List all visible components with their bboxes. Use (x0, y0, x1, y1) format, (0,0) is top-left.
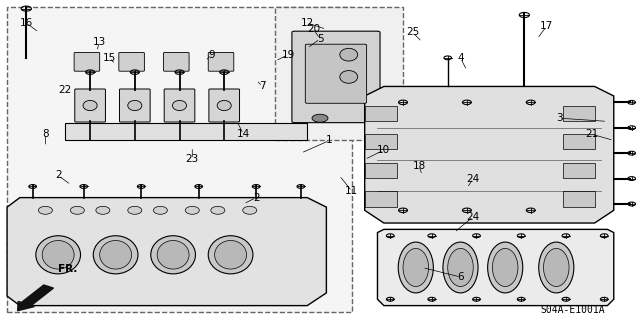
Ellipse shape (128, 206, 142, 214)
Ellipse shape (340, 70, 358, 83)
Text: 20: 20 (307, 24, 320, 34)
Ellipse shape (36, 236, 81, 274)
Text: 10: 10 (378, 145, 390, 155)
Ellipse shape (93, 236, 138, 274)
Text: 24: 24 (467, 212, 480, 222)
Polygon shape (378, 229, 614, 306)
Ellipse shape (443, 242, 478, 293)
Text: 16: 16 (20, 18, 33, 28)
Bar (365, 106, 397, 121)
Ellipse shape (211, 206, 225, 214)
Text: 17: 17 (540, 21, 554, 31)
Text: 3: 3 (556, 113, 563, 123)
Ellipse shape (151, 236, 195, 274)
Text: 25: 25 (406, 27, 419, 37)
Ellipse shape (340, 48, 358, 61)
Ellipse shape (128, 100, 142, 111)
FancyBboxPatch shape (7, 7, 352, 312)
FancyBboxPatch shape (120, 89, 150, 122)
Text: 21: 21 (585, 129, 598, 139)
Polygon shape (365, 86, 614, 223)
Text: 6: 6 (457, 272, 464, 282)
Ellipse shape (38, 206, 52, 214)
FancyBboxPatch shape (275, 7, 403, 140)
FancyBboxPatch shape (209, 89, 239, 122)
Text: 12: 12 (301, 18, 314, 28)
Ellipse shape (448, 249, 473, 286)
Bar (563, 106, 595, 121)
Text: 2: 2 (253, 193, 259, 203)
Text: 14: 14 (237, 129, 250, 139)
Bar (365, 134, 397, 149)
Ellipse shape (243, 206, 257, 214)
Ellipse shape (217, 100, 231, 111)
Ellipse shape (42, 241, 74, 269)
Bar (365, 191, 397, 206)
Ellipse shape (214, 241, 246, 269)
Text: 22: 22 (58, 85, 71, 95)
Bar (65, 123, 307, 140)
Ellipse shape (154, 206, 168, 214)
Text: 23: 23 (186, 154, 199, 165)
Text: 2: 2 (55, 170, 61, 180)
Text: 15: 15 (102, 53, 116, 63)
Text: 13: 13 (93, 37, 106, 47)
Ellipse shape (539, 242, 574, 293)
FancyBboxPatch shape (164, 89, 195, 122)
Ellipse shape (488, 242, 523, 293)
Ellipse shape (543, 249, 569, 286)
Ellipse shape (157, 241, 189, 269)
Text: 24: 24 (467, 174, 480, 183)
FancyBboxPatch shape (292, 31, 380, 123)
Text: 4: 4 (457, 53, 464, 63)
Bar (563, 163, 595, 178)
FancyBboxPatch shape (74, 52, 100, 71)
Ellipse shape (100, 241, 132, 269)
Bar (563, 191, 595, 206)
Text: 9: 9 (208, 50, 215, 60)
Ellipse shape (185, 206, 199, 214)
Text: S04A-E1001A: S04A-E1001A (540, 305, 605, 315)
FancyBboxPatch shape (208, 52, 234, 71)
Ellipse shape (492, 249, 518, 286)
Text: 1: 1 (326, 136, 333, 145)
FancyBboxPatch shape (75, 89, 106, 122)
Ellipse shape (312, 114, 328, 122)
Text: 7: 7 (259, 81, 266, 92)
Text: 11: 11 (346, 186, 358, 196)
Ellipse shape (96, 206, 110, 214)
FancyBboxPatch shape (119, 52, 145, 71)
Ellipse shape (83, 100, 97, 111)
FancyBboxPatch shape (305, 44, 367, 103)
Ellipse shape (208, 236, 253, 274)
Text: 18: 18 (412, 161, 426, 171)
Ellipse shape (173, 100, 186, 111)
FancyArrow shape (18, 285, 53, 311)
Text: FR.: FR. (58, 264, 77, 274)
Bar (365, 163, 397, 178)
Ellipse shape (70, 206, 84, 214)
Text: 8: 8 (42, 129, 49, 139)
FancyBboxPatch shape (164, 52, 189, 71)
Bar (563, 134, 595, 149)
Text: 19: 19 (282, 50, 294, 60)
Ellipse shape (403, 249, 429, 286)
Polygon shape (7, 197, 326, 306)
Ellipse shape (398, 242, 433, 293)
Text: 5: 5 (317, 34, 323, 44)
